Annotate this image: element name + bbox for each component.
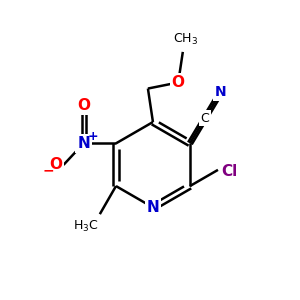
Text: N: N [214, 85, 226, 100]
Text: O: O [77, 98, 90, 113]
Text: Cl: Cl [221, 164, 237, 179]
Text: O: O [172, 75, 185, 90]
Text: C: C [201, 112, 209, 124]
Text: N: N [77, 136, 90, 151]
Text: CH$_3$: CH$_3$ [173, 32, 198, 47]
Text: −: − [42, 163, 54, 177]
Text: H$_3$C: H$_3$C [73, 219, 98, 234]
Text: N: N [147, 200, 159, 215]
Text: O: O [49, 158, 62, 172]
Text: +: + [88, 130, 98, 142]
